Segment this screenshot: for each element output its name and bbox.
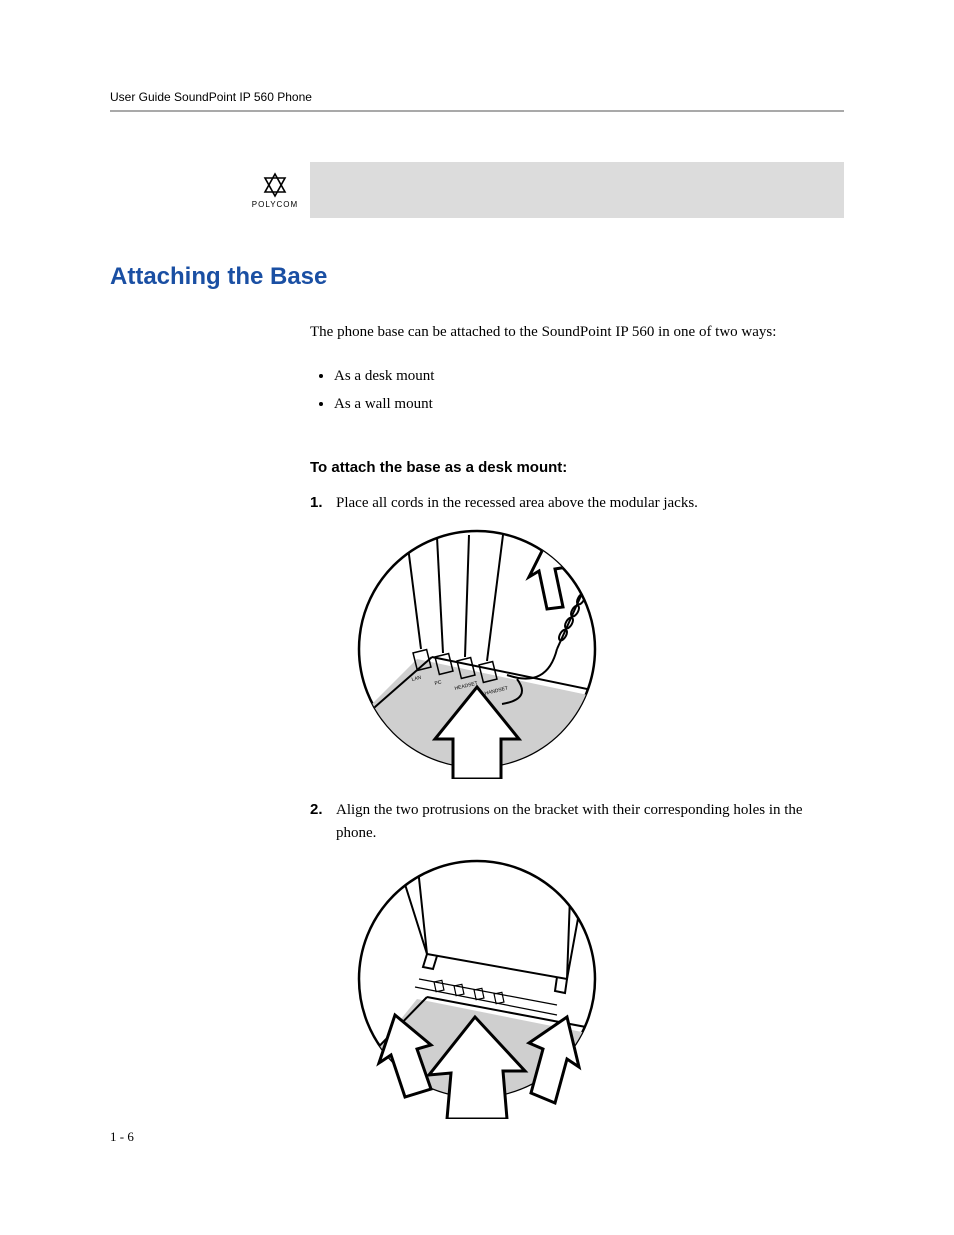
- step-number: 2.: [310, 799, 336, 844]
- polycom-logo-text: POLYCOM: [252, 200, 298, 209]
- polycom-logo: POLYCOM: [240, 172, 310, 209]
- ordered-steps: 1. Place all cords in the recessed area …: [310, 492, 844, 515]
- figure-cords-recess: LAN PC HEADSET HANDSET: [357, 529, 597, 779]
- page-number: 1 - 6: [110, 1129, 134, 1145]
- subheading: To attach the base as a desk mount:: [310, 459, 844, 476]
- bullet-list: As a desk mount As a wall mount: [310, 362, 844, 419]
- step-item: 2. Align the two protrusions on the brac…: [310, 799, 844, 844]
- step-text: Align the two protrusions on the bracket…: [336, 799, 844, 844]
- step-text: Place all cords in the recessed area abo…: [336, 492, 844, 515]
- list-item: As a desk mount: [334, 362, 844, 391]
- running-head: User Guide SoundPoint IP 560 Phone: [110, 90, 844, 104]
- logo-bar: POLYCOM: [240, 162, 844, 218]
- section-intro: The phone base can be attached to the So…: [310, 321, 844, 344]
- step-number: 1.: [310, 492, 336, 515]
- section-title: Attaching the Base: [110, 263, 844, 291]
- ordered-steps: 2. Align the two protrusions on the brac…: [310, 799, 844, 844]
- document-page: User Guide SoundPoint IP 560 Phone POLYC…: [0, 0, 954, 1235]
- list-item: As a wall mount: [334, 390, 844, 419]
- figure-align-bracket: [357, 859, 597, 1119]
- grey-banner: [310, 162, 844, 218]
- header-rule: [110, 110, 844, 112]
- polycom-logo-icon: [258, 172, 292, 198]
- step-item: 1. Place all cords in the recessed area …: [310, 492, 844, 515]
